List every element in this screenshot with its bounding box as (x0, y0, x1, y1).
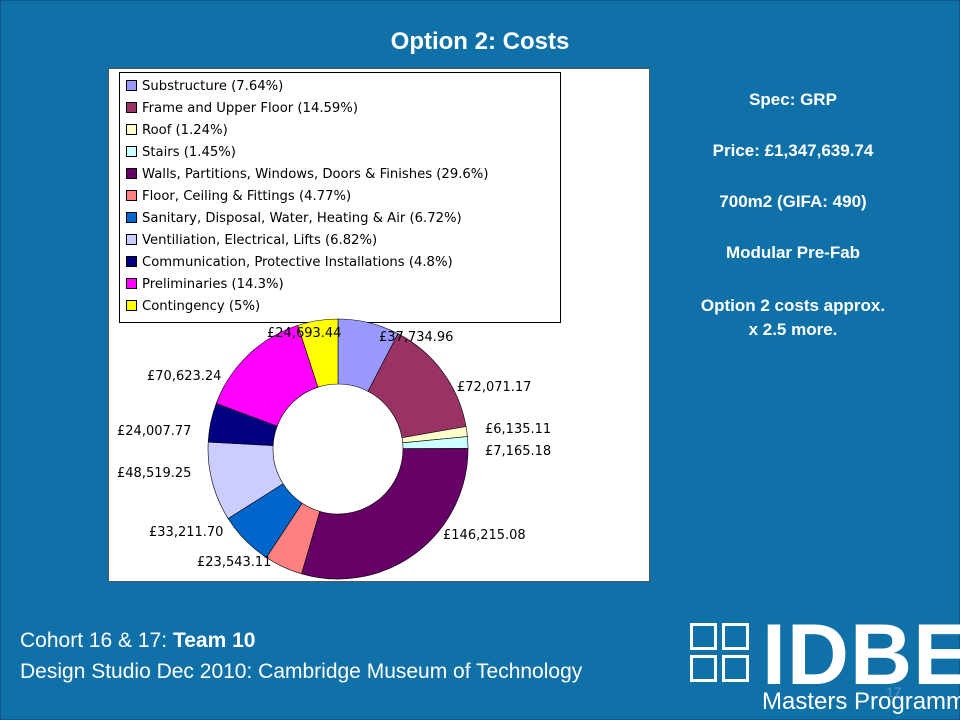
slice-data-label: £7,165.18 (485, 444, 551, 459)
option-comparison-line1: Option 2 costs approx. (700, 296, 886, 315)
cohort-prefix: Cohort 16 & 17: (20, 629, 173, 652)
spec-info: Spec: GRP Price: £1,347,639.74 700m2 (GI… (660, 90, 926, 342)
legend-label: Substructure (7.64%) (142, 79, 284, 94)
legend-swatch (126, 277, 137, 289)
area-text: 700m2 (GIFA: 490) (719, 192, 867, 211)
legend-label: Stairs (1.45%) (142, 145, 236, 160)
legend-item: Sanitary, Disposal, Water, Heating & Air… (126, 209, 462, 229)
page-number: 17 (886, 684, 902, 700)
studio-line: Design Studio Dec 2010: Cambridge Museum… (20, 660, 583, 683)
team-name: Team 10 (172, 629, 256, 652)
price-text: Price: £1,347,639.74 (712, 141, 874, 160)
legend-swatch (126, 255, 137, 267)
legend-label: Floor, Ceiling & Fittings (4.77%) (142, 189, 352, 204)
slice-data-label: £146,215.08 (443, 528, 526, 543)
slice-data-label: £70,623.24 (147, 369, 221, 384)
logo-name: IDBE (762, 607, 960, 703)
donut-slice (301, 448, 469, 580)
donut-chart-svg: £37,734.96 £72,071.17 £6,135.11 £7,165.18 £1… (117, 318, 551, 580)
legend-swatch (126, 123, 137, 135)
legend-swatch (126, 299, 137, 311)
legend-item: Contingency (5%) (126, 297, 260, 317)
slide-title: Option 2: Costs (390, 28, 570, 55)
legend-label: Communication, Protective Installations … (142, 255, 453, 270)
legend-swatch (126, 145, 137, 157)
donut-slice (297, 318, 339, 388)
legend-label: Ventiliation, Electrical, Lifts (6.82%) (142, 233, 378, 248)
four-squares-grid-icon (690, 623, 756, 689)
slice-data-label: £24,007.77 (117, 424, 191, 439)
legend-item: Frame and Upper Floor (14.59%) (126, 99, 358, 119)
legend-item: Floor, Ceiling & Fittings (4.77%) (126, 187, 351, 207)
legend-label: Preliminaries (14.3%) (142, 277, 284, 292)
cohort-line: Cohort 16 & 17: Team 10 (20, 629, 255, 653)
spec-text: Spec: GRP (749, 90, 837, 109)
legend-label: Frame and Upper Floor (14.59%) (142, 101, 358, 116)
legend-label: Contingency (5%) (142, 299, 261, 314)
legend-swatch (126, 101, 137, 113)
legend-swatch (126, 211, 137, 223)
legend-item: Communication, Protective Installations … (126, 253, 453, 273)
legend-swatch (126, 79, 137, 91)
legend-item: Preliminaries (14.3%) (126, 275, 284, 295)
slice-data-label: £48,519.25 (117, 466, 191, 481)
legend-swatch (126, 189, 137, 201)
legend-label: Sanitary, Disposal, Water, Heating & Air… (142, 211, 462, 226)
legend-item: Roof (1.24%) (126, 121, 228, 141)
slice-data-label: £24,693.44 (267, 326, 341, 341)
slice-data-label: £6,135.11 (485, 422, 551, 437)
option-comparison-line2: x 2.5 more. (748, 320, 838, 339)
legend-label: Walls, Partitions, Windows, Doors & Fini… (142, 167, 489, 182)
legend-swatch (126, 233, 137, 245)
legend-swatch (126, 167, 137, 179)
legend-item: Walls, Partitions, Windows, Doors & Fini… (126, 165, 488, 185)
slice-data-label: £37,734.96 (379, 330, 453, 345)
slice-data-label: £33,211.70 (149, 525, 223, 540)
method-text: Modular Pre-Fab (725, 243, 861, 262)
logo-subtitle: Masters Programme (762, 688, 960, 715)
legend-item: Ventiliation, Electrical, Lifts (6.82%) (126, 231, 377, 251)
slice-data-label: £72,071.17 (457, 380, 531, 395)
legend-item: Substructure (7.64%) (126, 77, 283, 97)
slice-data-label: £23,543.11 (197, 555, 271, 570)
legend-label: Roof (1.24%) (142, 123, 228, 138)
cost-chart: Substructure (7.64%) Frame and Upper Floo… (108, 68, 650, 582)
legend-item: Stairs (1.45%) (126, 143, 236, 163)
